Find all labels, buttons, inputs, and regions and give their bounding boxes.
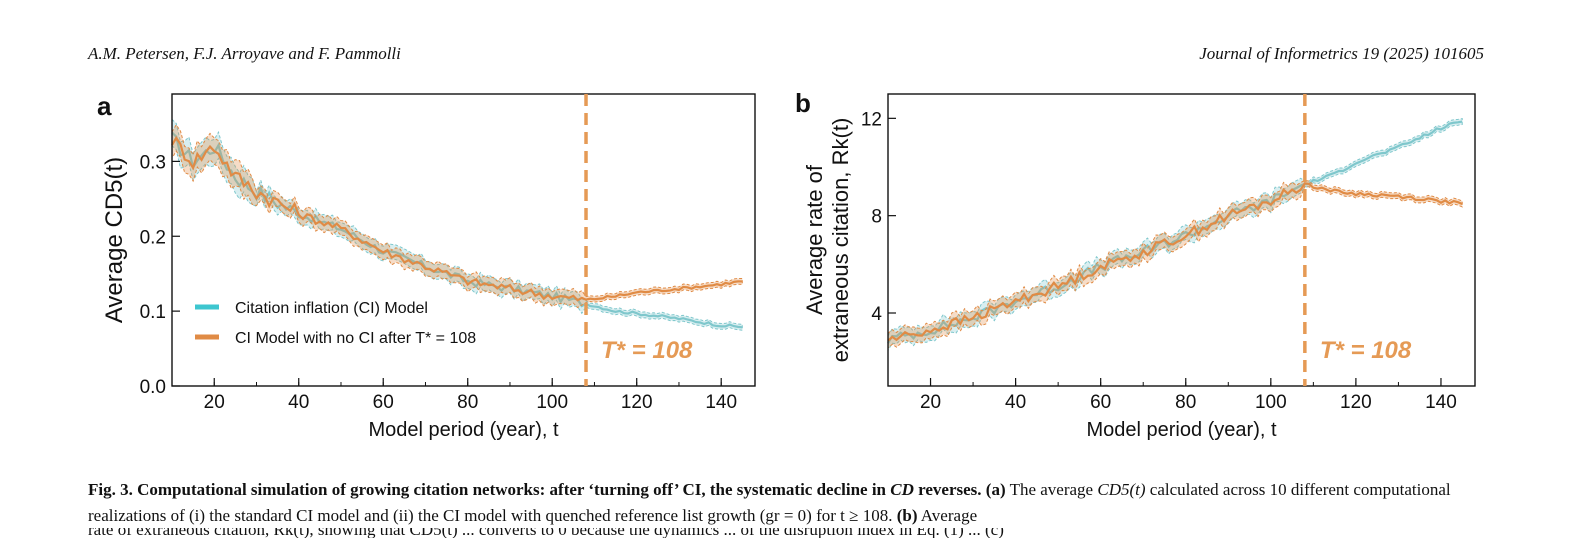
y-axis-label: Average CD5(t) xyxy=(101,157,128,323)
x-tick-label: 80 xyxy=(457,392,478,413)
y-tick-label: 0.2 xyxy=(140,227,166,248)
y-tick-label: 8 xyxy=(871,207,882,228)
y-tick-label: 0.0 xyxy=(140,377,166,398)
panel-label: b xyxy=(795,88,811,118)
x-tick-label: 20 xyxy=(204,392,225,413)
panel-b-chart: b T* = 108 20 40 60 80 100 120 140 4 8 12 Model peri… xyxy=(795,88,1476,441)
x-tick-label: 120 xyxy=(1340,392,1372,413)
y-tick-label: 4 xyxy=(871,304,882,325)
series-line-2 xyxy=(887,182,1463,342)
y-axis-label-line1: Average rate of xyxy=(802,164,827,315)
caption-text-a2: calculated across 10 different computati… xyxy=(88,480,1451,525)
series-line-1 xyxy=(171,131,743,329)
x-tick-label: 60 xyxy=(373,392,394,413)
panel-label: a xyxy=(97,91,112,121)
x-tick-label: 40 xyxy=(1005,392,1026,413)
caption-cd5t: CD5(t) xyxy=(1097,480,1146,499)
x-tick-label: 100 xyxy=(536,392,568,413)
series-line-2 xyxy=(171,135,743,302)
figure-caption: Fig. 3. Computational simulation of grow… xyxy=(88,477,1484,529)
plot-frame xyxy=(887,93,1476,387)
plot-frame xyxy=(171,93,756,387)
figure-3: a T* = 108 20 40 60 80 100 120 140 0.0 0.1 0.2 0.3 Mo… xyxy=(97,88,1476,441)
running-header-authors: A.M. Petersen, F.J. Arroyave and F. Pamm… xyxy=(88,44,401,63)
caption-clipped-line: rate of extraneous citation, Rk(t), show… xyxy=(0,528,1576,538)
caption-clipped-text: rate of extraneous citation, Rk(t), show… xyxy=(88,528,1004,538)
x-axis-label: Model period (year), t xyxy=(368,419,559,441)
caption-title: Fig. 3. Computational simulation of grow… xyxy=(88,480,887,499)
x-tick-label: 140 xyxy=(1425,392,1457,413)
x-tick-label: 140 xyxy=(705,392,737,413)
panel-a-chart: a T* = 108 20 40 60 80 100 120 140 0.0 0.1 0.2 0.3 Mo… xyxy=(97,91,756,441)
series-line-1 xyxy=(887,120,1463,344)
caption-title-end: reverses. xyxy=(918,480,982,499)
x-tick-label: 20 xyxy=(920,392,941,413)
tstar-annotation: T* = 108 xyxy=(1320,337,1412,364)
x-tick-label: 40 xyxy=(288,392,309,413)
caption-text-a1: The average xyxy=(1009,480,1094,499)
series-band-2 xyxy=(171,123,743,309)
series-band-2 xyxy=(887,179,1463,350)
y-axis-label-line2: extraneous citation, Rk(t) xyxy=(828,118,853,363)
legend-label-2: CI Model with no CI after T* = 108 xyxy=(235,330,476,347)
series-band-1 xyxy=(887,118,1463,353)
caption-part-b: (b) xyxy=(896,506,918,525)
x-axis-label: Model period (year), t xyxy=(1086,419,1277,441)
x-tick-label: 120 xyxy=(621,392,653,413)
series-band-1 xyxy=(171,118,743,331)
y-tick-label: 0.1 xyxy=(140,302,166,323)
legend-label-1: Citation inflation (CI) Model xyxy=(235,300,428,317)
x-tick-label: 80 xyxy=(1175,392,1196,413)
running-header-journal: Journal of Informetrics 19 (2025) 101605 xyxy=(1199,44,1484,63)
x-tick-label: 60 xyxy=(1090,392,1111,413)
y-tick-label: 0.3 xyxy=(140,152,166,173)
tstar-annotation: T* = 108 xyxy=(601,337,693,364)
caption-part-a: (a) xyxy=(985,480,1006,499)
caption-text-b: Average xyxy=(920,506,978,525)
y-tick-label: 12 xyxy=(861,109,882,130)
x-tick-label: 100 xyxy=(1255,392,1287,413)
caption-cd: CD xyxy=(890,480,914,499)
